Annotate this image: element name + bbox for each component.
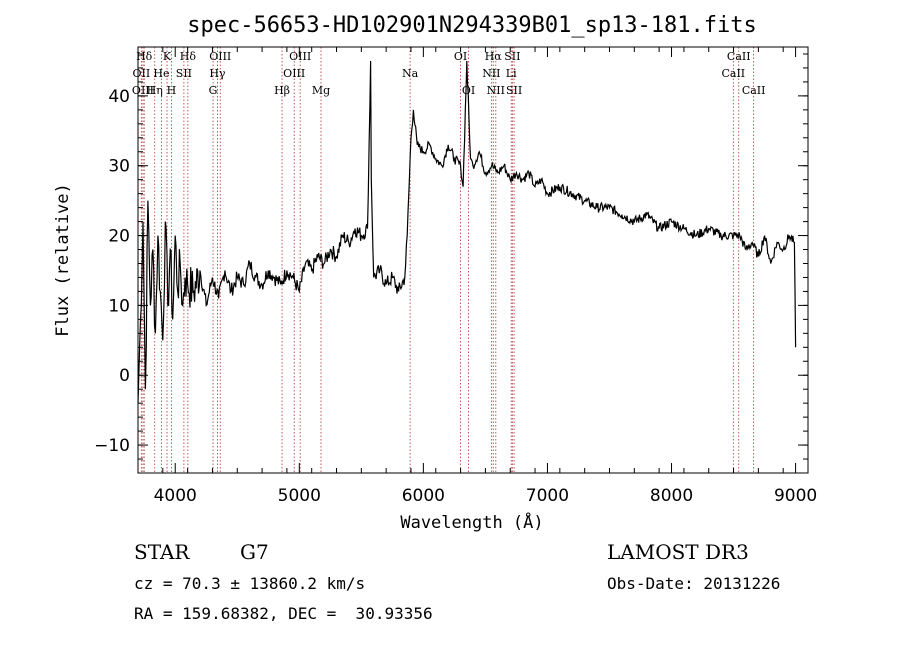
line-label-11: G	[209, 84, 218, 97]
x-tick-label-5: 9000	[774, 486, 817, 506]
y-tick-label-2: 10	[108, 296, 130, 316]
line-label-19: Hα	[485, 50, 503, 63]
x-tick-label-3: 7000	[526, 486, 569, 506]
y-axis-label: Flux (relative)	[53, 183, 73, 337]
observation-date: Obs-Date: 20131226	[607, 574, 781, 593]
line-label-12: OIII	[289, 50, 311, 63]
y-axis-ticks: −10 0 10 20 30 40	[94, 53, 808, 460]
line-label-10: Hγ	[209, 67, 226, 80]
line-label-14: Hβ	[274, 84, 290, 97]
x-axis-label: Wavelength (Å)	[400, 511, 543, 533]
chart-title: spec-56653-HD102901N294339B01_sp13-181.f…	[187, 13, 757, 38]
line-label-16: Na	[402, 67, 419, 80]
spectral-line-markers	[140, 47, 755, 473]
line-label-25: CaII	[727, 50, 751, 63]
line-label-5: K	[163, 50, 172, 63]
line-label-3: He	[153, 67, 169, 80]
line-label-22: SII	[504, 50, 520, 63]
line-label-6: SII	[176, 67, 192, 80]
line-label-2: OIII	[132, 84, 154, 97]
line-label-23: Li	[506, 67, 517, 80]
x-axis-ticks: 4000 5000 6000 7000 8000 9000	[137, 47, 817, 506]
y-tick-label-3: 20	[108, 227, 130, 247]
line-label-13: OIII	[283, 67, 305, 80]
spectral-line-labels: Hδ OII OIII He Hη K SII H Hδ OIII Hγ G OIII OIII Hβ Mg N…	[132, 50, 766, 97]
survey-name: LAMOST DR3	[607, 540, 749, 564]
x-tick-label-0: 4000	[154, 486, 197, 506]
y-tick-label-5: 40	[108, 87, 130, 107]
line-label-15: Mg	[312, 84, 330, 97]
line-label-20: NII	[482, 67, 500, 80]
line-label-1: OII	[132, 67, 150, 80]
line-label-8: Hδ	[180, 50, 197, 63]
line-label-0: Hδ	[136, 50, 153, 63]
line-label-26: CaII	[721, 67, 745, 80]
line-label-7: H	[167, 84, 177, 97]
line-label-21: NII	[487, 84, 505, 97]
line-label-17: OI	[454, 50, 467, 63]
line-label-27: CaII	[742, 84, 766, 97]
object-type: STAR	[134, 540, 190, 564]
plot-frame	[137, 46, 809, 474]
coordinates-readout: RA = 159.68382, DEC = 30.93356	[134, 604, 433, 623]
y-tick-label-1: 0	[119, 366, 130, 386]
line-label-9: OIII	[209, 50, 231, 63]
x-tick-label-4: 8000	[650, 486, 693, 506]
spectrum-line	[137, 60, 797, 404]
line-label-24: SII	[506, 84, 522, 97]
spectral-subclass: G7	[240, 540, 269, 564]
x-tick-label-1: 5000	[278, 486, 321, 506]
line-label-4: Hη	[147, 84, 163, 97]
y-tick-label-0: −10	[94, 436, 130, 456]
redshift-readout: cz = 70.3 ± 13860.2 km/s	[134, 574, 366, 593]
x-tick-label-2: 6000	[402, 486, 445, 506]
y-tick-label-4: 30	[108, 157, 130, 177]
